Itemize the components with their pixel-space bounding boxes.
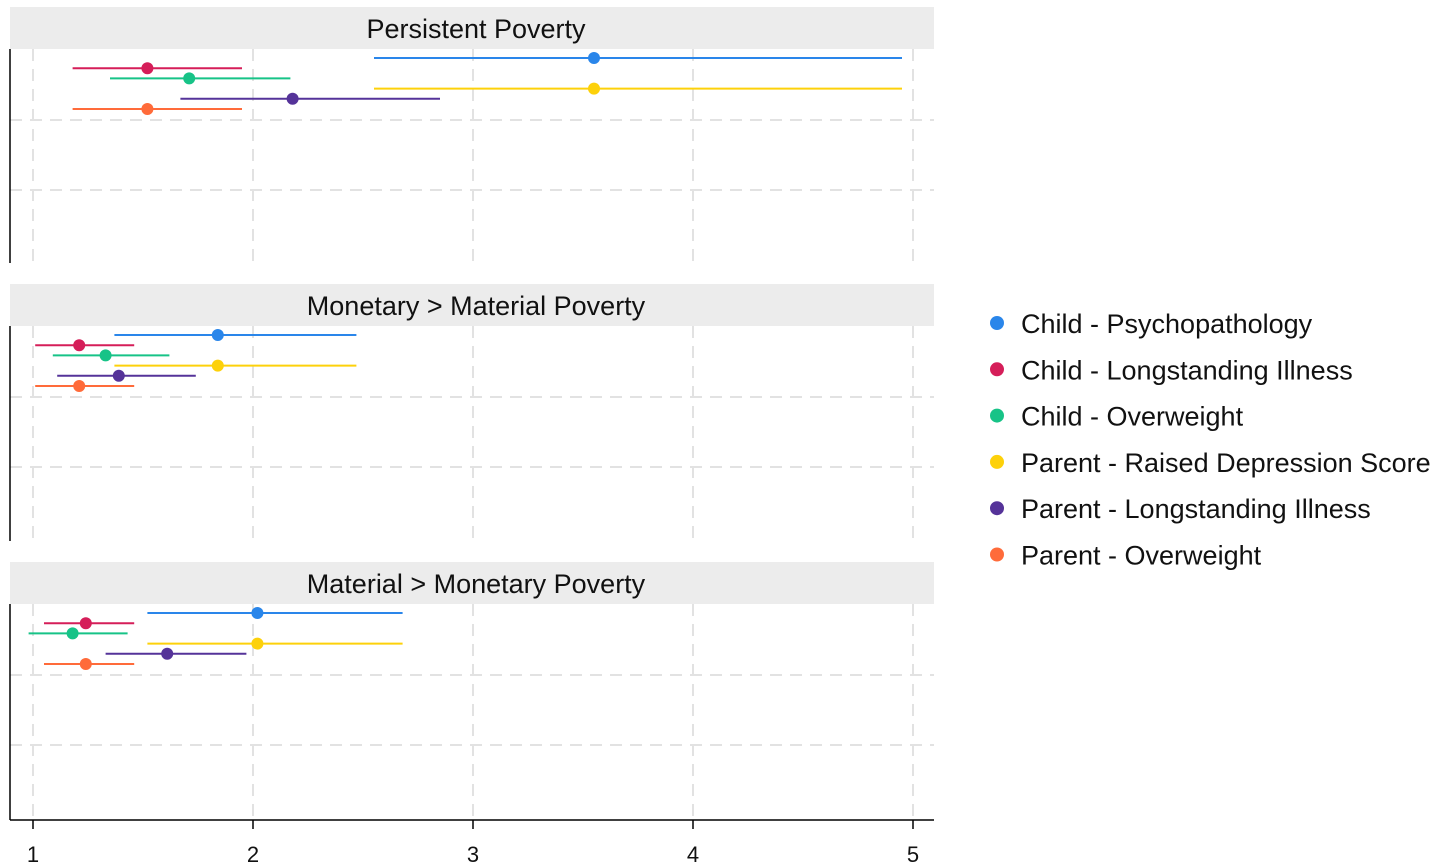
panel-strip — [10, 7, 934, 49]
panel-1: Persistent Poverty — [9, 7, 934, 263]
legend-item: Parent - Raised Depression Score — [990, 448, 1431, 478]
legend-item: Child - Overweight — [990, 402, 1244, 432]
legend-label: Child - Overweight — [1021, 402, 1244, 432]
panel-title: Persistent Poverty — [366, 14, 586, 44]
panel-title: Monetary > Material Poverty — [307, 291, 646, 321]
point-estimate-2 — [141, 62, 154, 75]
panel-strip — [10, 562, 934, 604]
x-tick-label: 1 — [27, 842, 39, 867]
point-estimate-2 — [73, 339, 86, 352]
x-tick-label: 2 — [247, 842, 259, 867]
panel-3: Material > Monetary Poverty — [9, 562, 934, 820]
point-estimate-5 — [112, 369, 125, 382]
point-estimate-6 — [141, 103, 154, 115]
point-estimate-5 — [286, 92, 299, 105]
x-axis: 1 2 3 4 5 — [10, 819, 934, 867]
x-tick-label: 5 — [907, 842, 919, 867]
point-estimate-2 — [79, 617, 92, 630]
point-estimate-1 — [588, 52, 600, 64]
point-estimate-3 — [99, 349, 112, 362]
x-tick-label: 3 — [467, 842, 479, 867]
point-estimate-6 — [73, 380, 86, 392]
panel-2: Monetary > Material Poverty — [9, 284, 934, 541]
legend-item: Parent - Longstanding Illness — [990, 494, 1371, 524]
legend-item: Child - Psychopathology — [990, 309, 1313, 339]
legend-label: Child - Psychopathology — [1021, 309, 1313, 339]
point-estimate-1 — [211, 329, 224, 341]
legend-label: Parent - Longstanding Illness — [1021, 494, 1371, 524]
legend-marker — [990, 547, 1004, 562]
legend-item: Parent - Overweight — [990, 541, 1262, 571]
legend-label: Parent - Raised Depression Score — [1021, 448, 1431, 478]
point-estimate-1 — [251, 607, 264, 619]
x-tick-label: 4 — [687, 842, 699, 867]
legend-label: Parent - Overweight — [1021, 541, 1262, 571]
legend: Child - Psychopathology Child - Longstand… — [990, 309, 1431, 571]
legend-marker — [990, 408, 1004, 423]
legend-marker — [990, 362, 1004, 377]
legend-label: Child - Longstanding Illness — [1021, 355, 1353, 385]
panels-layer: Persistent Poverty Monetary > Material Po… — [9, 7, 934, 820]
point-estimate-3 — [66, 627, 79, 640]
legend-marker — [990, 501, 1004, 516]
legend-marker — [990, 454, 1004, 469]
point-estimate-4 — [211, 359, 224, 372]
point-estimate-3 — [183, 72, 196, 85]
point-estimate-4 — [251, 637, 264, 650]
panel-strip — [10, 284, 934, 326]
point-estimate-6 — [79, 658, 92, 670]
point-estimate-5 — [161, 647, 174, 660]
legend-marker — [990, 316, 1004, 330]
legend-item: Child - Longstanding Illness — [990, 355, 1353, 385]
panel-title: Material > Monetary Poverty — [307, 569, 646, 599]
point-estimate-4 — [588, 82, 600, 95]
